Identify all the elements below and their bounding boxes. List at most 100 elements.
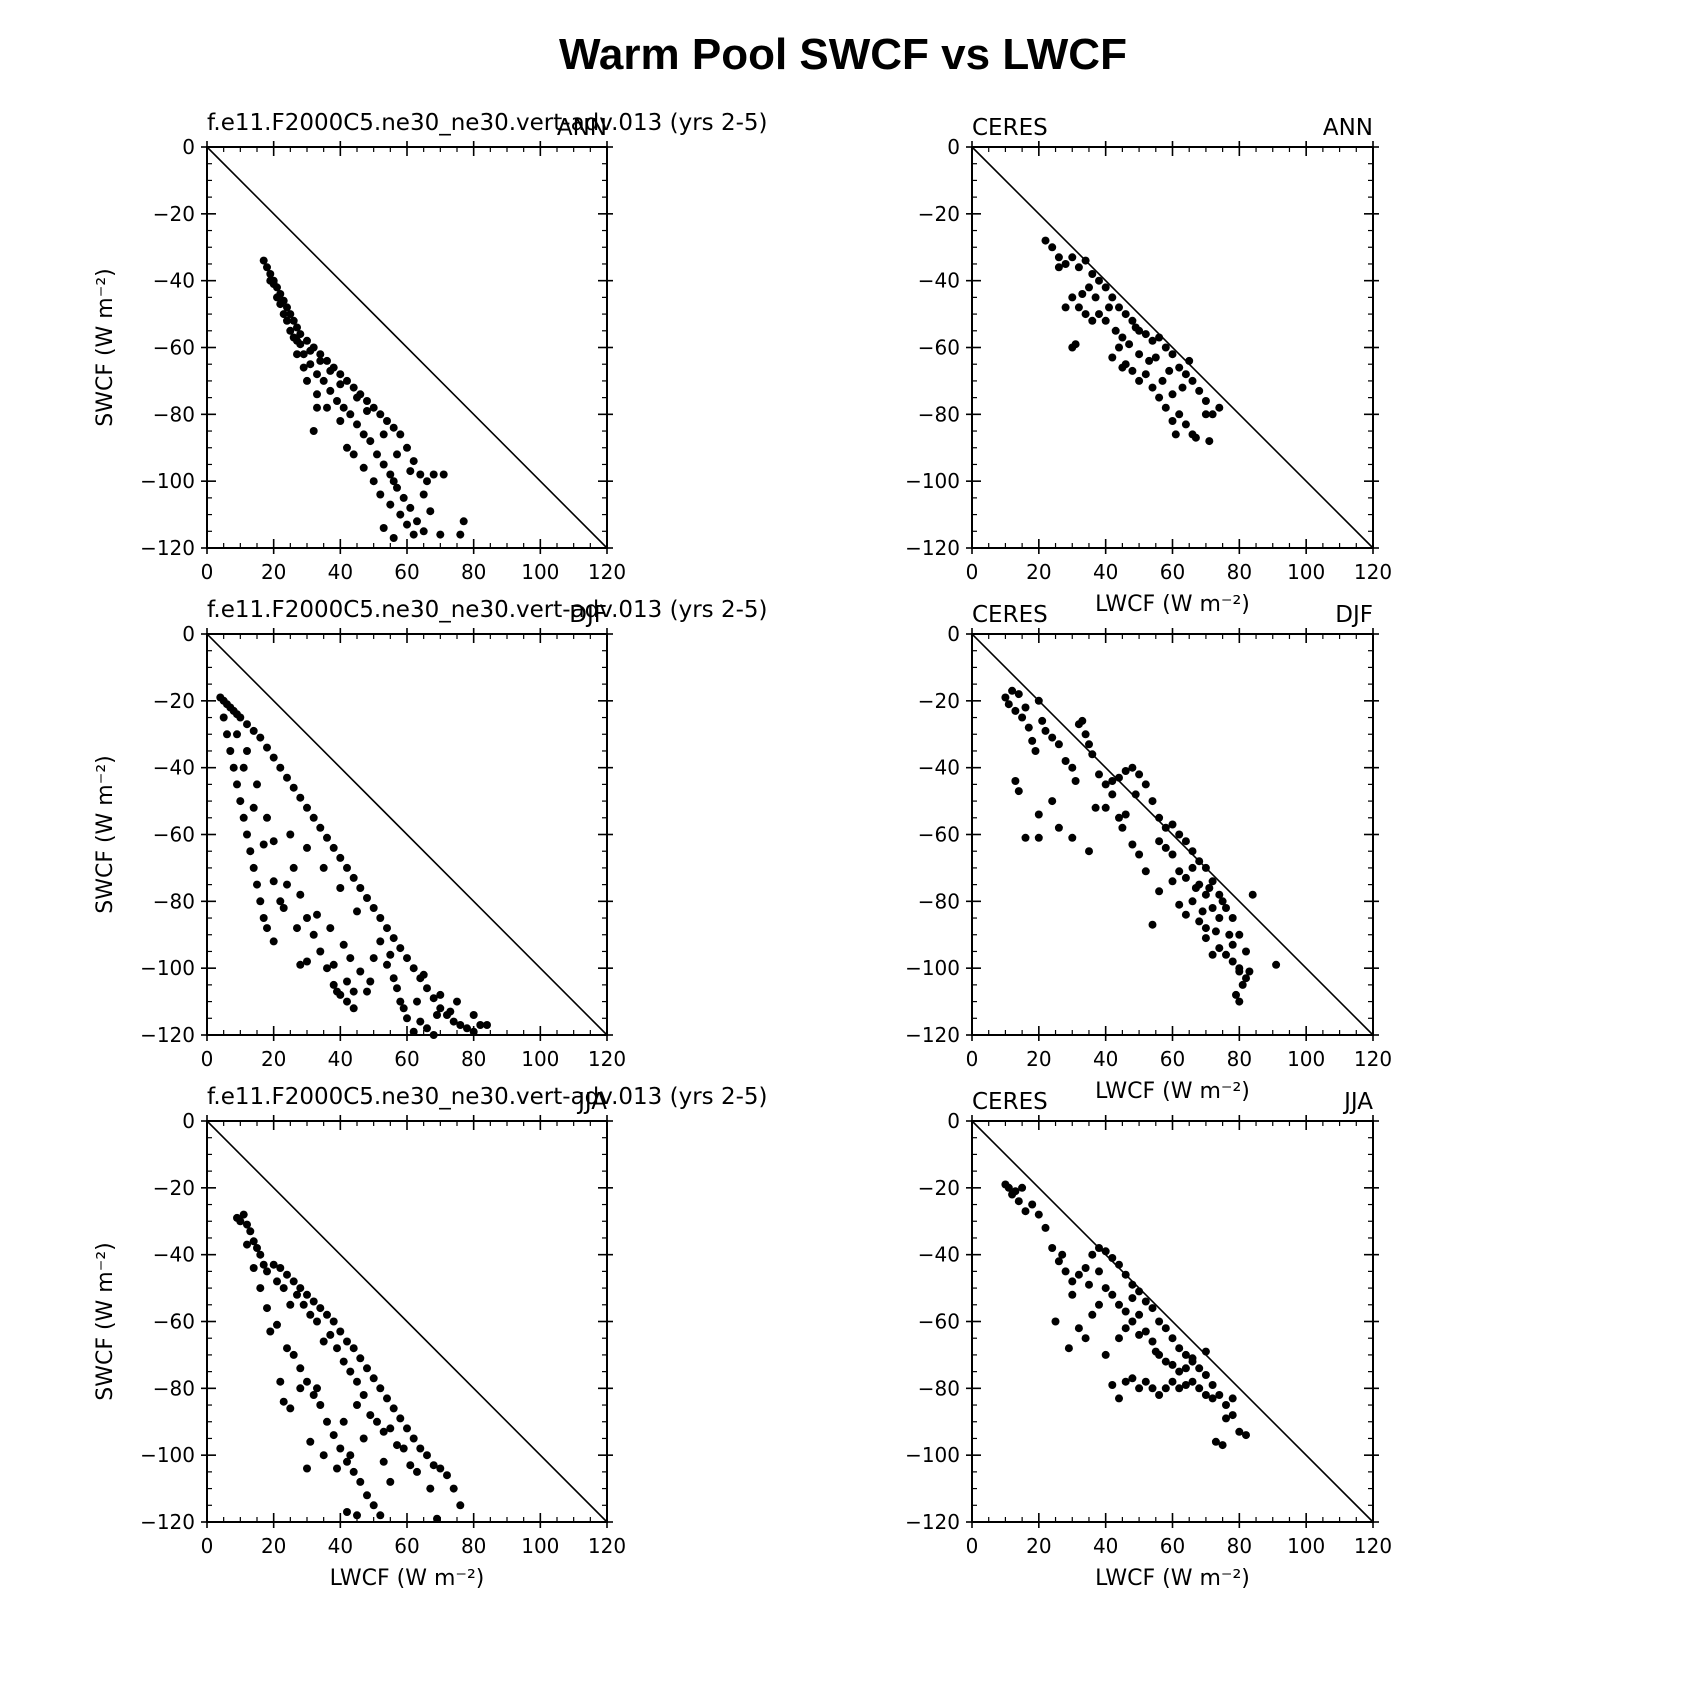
data-point [1081,256,1090,265]
data-point [293,924,301,933]
x-axis-label-slot: LWCF (W m⁻²) [1095,1079,1250,1104]
data-point [1211,1437,1220,1446]
data-point [1161,1384,1170,1393]
data-point [1085,847,1093,856]
data-point [1074,303,1083,312]
data-point [313,1384,321,1393]
data-point [343,977,351,986]
data-point [1168,1377,1177,1386]
data-point [269,837,278,846]
data-point [1188,863,1197,872]
data-point [336,417,345,425]
data-point [369,954,378,963]
data-point [279,310,288,319]
data-point [1021,703,1030,712]
data-point [1168,1360,1177,1369]
x-axis-label: LWCF (W m⁻²) [330,1566,485,1591]
data-point [263,1304,271,1313]
reference-line [971,1120,1374,1523]
data-point [1078,290,1087,298]
data-point [1061,260,1070,268]
panel-ceres-djf: CERES DJF LWCF (W m⁻²) 0 20 40 60 80 100 1200−… [905,602,1392,1104]
x-tick-label: 20 [1026,560,1051,584]
data-point [1034,696,1043,705]
data-point [289,863,298,872]
panel-model-jja: f.e11.F2000C5.ne30_ne30.vert-adv.013 (yr… [93,1084,767,1591]
y-tick-label: −40 [918,756,960,780]
data-point [1088,316,1097,325]
data-point [276,1377,285,1386]
data-point [1235,967,1244,976]
data-point [1081,1334,1090,1343]
data-point [1198,907,1207,916]
panel-left-title: f.e11.F2000C5.ne30_ne30.vert-adv.013 (yr… [207,1084,767,1110]
x-tick-label: 120 [1354,560,1392,584]
data-point [1222,950,1230,959]
data-point [1108,1254,1117,1262]
data-point [1208,1381,1217,1389]
data-point [323,1310,331,1319]
data-point [1222,1401,1230,1409]
data-point [1218,1441,1227,1450]
data-point [1168,390,1177,399]
data-point [1181,837,1190,846]
data-point [1148,1304,1157,1313]
data-point [263,263,271,272]
data-point [1135,376,1144,385]
data-point [1014,787,1023,796]
data-point [1208,1394,1217,1403]
data-point [1068,833,1077,842]
data-point [1161,843,1170,852]
data-point [1201,924,1210,933]
data-point [376,490,385,499]
data-point [436,1464,445,1473]
data-point [1148,1384,1157,1393]
data-point [376,937,385,946]
data-point [1095,276,1103,285]
data-point [1078,716,1087,725]
data-point [1011,777,1020,785]
data-point [393,483,401,492]
data-point [226,747,235,755]
data-point [1215,403,1224,412]
data-point [1201,1371,1210,1379]
data-point [319,863,328,872]
data-point [1195,1384,1204,1393]
data-point [423,1024,431,1033]
data-point [1215,914,1224,922]
data-point [379,1457,388,1466]
data-point [403,954,411,963]
data-point [1242,1431,1250,1440]
data-point [1111,326,1120,335]
data-point [359,1434,368,1443]
data-point [1081,1264,1090,1272]
data-point [1141,330,1150,339]
data-point [329,960,338,969]
data-point [1135,850,1144,859]
data-point [259,1260,268,1269]
data-point [1181,910,1190,919]
data-point [376,1511,385,1520]
data-point [306,360,315,369]
data-point [339,1357,348,1366]
data-point [343,443,351,452]
y-tick-label: 0 [947,135,960,159]
data-point [1201,397,1210,405]
data-point [283,1344,291,1353]
scatter-series [1001,686,1281,1006]
data-point [289,783,298,792]
data-point [236,797,245,806]
data-point [379,1427,388,1436]
x-tick-label: 40 [1093,560,1118,584]
data-point [1135,1287,1144,1296]
data-point [396,997,405,1006]
data-point [1181,370,1190,379]
data-point [1081,730,1090,739]
data-point [269,877,278,886]
data-point [359,430,368,439]
data-point [276,897,285,906]
data-point [1168,350,1177,359]
y-axis-label: SWCF (W m⁻²) [93,755,118,914]
panel-left-title: CERES [972,602,1048,628]
y-tick-label: −40 [918,269,960,293]
